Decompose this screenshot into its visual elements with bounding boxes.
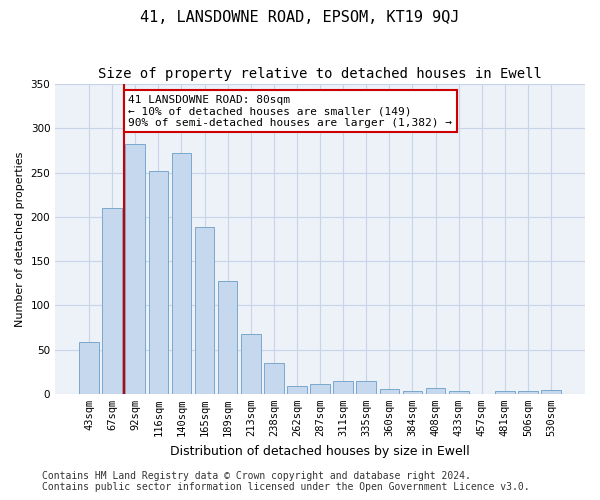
Text: Contains HM Land Registry data © Crown copyright and database right 2024.
Contai: Contains HM Land Registry data © Crown c…	[42, 471, 530, 492]
Text: 41, LANSDOWNE ROAD, EPSOM, KT19 9QJ: 41, LANSDOWNE ROAD, EPSOM, KT19 9QJ	[140, 10, 460, 25]
Bar	[541, 390, 561, 394]
Bar	[195, 228, 214, 394]
Bar	[149, 171, 168, 394]
Bar	[125, 144, 145, 394]
Bar	[103, 208, 122, 394]
Bar	[218, 280, 238, 394]
Title: Size of property relative to detached houses in Ewell: Size of property relative to detached ho…	[98, 68, 542, 82]
Bar	[518, 391, 538, 394]
X-axis label: Distribution of detached houses by size in Ewell: Distribution of detached houses by size …	[170, 444, 470, 458]
Bar	[334, 380, 353, 394]
Bar	[356, 382, 376, 394]
Bar	[79, 342, 99, 394]
Bar	[426, 388, 445, 394]
Bar	[449, 391, 469, 394]
Bar	[241, 334, 260, 394]
Text: 41 LANSDOWNE ROAD: 80sqm
← 10% of detached houses are smaller (149)
90% of semi-: 41 LANSDOWNE ROAD: 80sqm ← 10% of detach…	[128, 94, 452, 128]
Bar	[287, 386, 307, 394]
Y-axis label: Number of detached properties: Number of detached properties	[15, 151, 25, 326]
Bar	[310, 384, 330, 394]
Bar	[495, 391, 515, 394]
Bar	[380, 390, 399, 394]
Bar	[403, 391, 422, 394]
Bar	[172, 153, 191, 394]
Bar	[264, 363, 284, 394]
